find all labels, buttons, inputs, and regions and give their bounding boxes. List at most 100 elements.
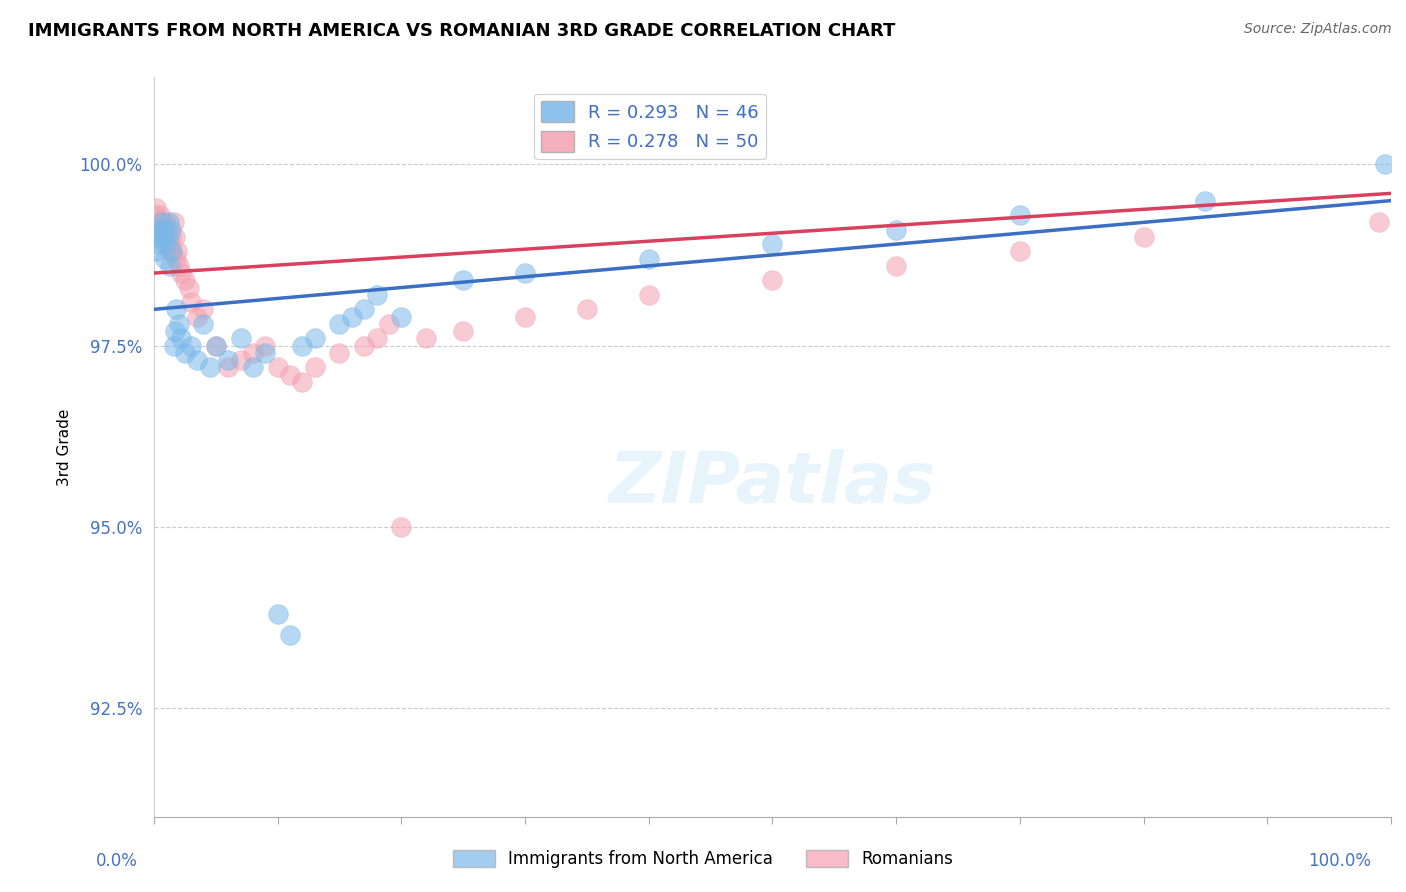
Point — [884, 259, 907, 273]
Point — [761, 273, 783, 287]
Point — [150, 215, 173, 229]
Point — [159, 244, 181, 259]
Point — [156, 230, 179, 244]
Point — [153, 222, 176, 236]
Point — [153, 215, 176, 229]
Point — [229, 353, 252, 368]
Point — [451, 273, 474, 287]
Point — [761, 237, 783, 252]
Point — [149, 237, 172, 252]
Point — [157, 215, 180, 229]
Text: 100.0%: 100.0% — [1308, 852, 1371, 870]
Legend: Immigrants from North America, Romanians: Immigrants from North America, Romanians — [446, 843, 960, 875]
Point — [254, 346, 277, 360]
Point — [229, 331, 252, 345]
Point — [166, 244, 188, 259]
Point — [152, 222, 174, 236]
Point — [254, 338, 277, 352]
Point — [304, 331, 326, 345]
Point — [278, 628, 301, 642]
Point — [149, 208, 172, 222]
Point — [152, 230, 174, 244]
Point — [1008, 208, 1031, 222]
Legend: R = 0.293   N = 46, R = 0.278   N = 50: R = 0.293 N = 46, R = 0.278 N = 50 — [534, 94, 766, 159]
Point — [637, 252, 659, 266]
Point — [353, 338, 375, 352]
Point — [328, 346, 350, 360]
Point — [378, 317, 401, 331]
Point — [180, 295, 202, 310]
Point — [153, 252, 176, 266]
Text: IMMIGRANTS FROM NORTH AMERICA VS ROMANIAN 3RD GRADE CORRELATION CHART: IMMIGRANTS FROM NORTH AMERICA VS ROMANIA… — [28, 22, 896, 40]
Point — [153, 230, 176, 244]
Point — [513, 310, 536, 324]
Point — [217, 353, 239, 368]
Y-axis label: 3rd Grade: 3rd Grade — [58, 409, 72, 485]
Point — [163, 230, 186, 244]
Point — [353, 302, 375, 317]
Point — [204, 338, 226, 352]
Point — [198, 360, 221, 375]
Point — [167, 317, 190, 331]
Point — [156, 230, 179, 244]
Point — [162, 244, 184, 259]
Point — [366, 288, 388, 302]
Point — [451, 324, 474, 338]
Point — [242, 346, 264, 360]
Point — [291, 375, 314, 389]
Point — [1008, 244, 1031, 259]
Point — [170, 266, 193, 280]
Point — [163, 324, 186, 338]
Point — [1194, 194, 1216, 208]
Point — [637, 288, 659, 302]
Point — [217, 360, 239, 375]
Point — [165, 302, 187, 317]
Point — [155, 222, 177, 236]
Point — [160, 230, 183, 244]
Point — [389, 310, 412, 324]
Point — [146, 215, 169, 229]
Point — [242, 360, 264, 375]
Point — [513, 266, 536, 280]
Point — [145, 244, 167, 259]
Point — [340, 310, 363, 324]
Point — [155, 237, 177, 252]
Point — [146, 222, 169, 236]
Point — [186, 353, 208, 368]
Point — [143, 208, 166, 222]
Point — [266, 360, 288, 375]
Point — [278, 368, 301, 382]
Point — [266, 607, 288, 621]
Point — [1132, 230, 1154, 244]
Point — [304, 360, 326, 375]
Point — [173, 346, 195, 360]
Point — [159, 259, 181, 273]
Point — [160, 222, 183, 236]
Point — [328, 317, 350, 331]
Point — [389, 519, 412, 533]
Point — [884, 222, 907, 236]
Point — [163, 215, 186, 229]
Point — [167, 259, 190, 273]
Point — [162, 244, 184, 259]
Point — [204, 338, 226, 352]
Point — [180, 338, 202, 352]
Point — [193, 302, 215, 317]
Point — [150, 215, 173, 229]
Text: ZIPatlas: ZIPatlas — [609, 450, 936, 518]
Point — [145, 201, 167, 215]
Point — [148, 222, 170, 236]
Point — [415, 331, 437, 345]
Point — [575, 302, 598, 317]
Point — [186, 310, 208, 324]
Point — [291, 338, 314, 352]
Point — [1374, 157, 1396, 171]
Point — [163, 338, 186, 352]
Point — [1368, 215, 1391, 229]
Point — [157, 237, 180, 252]
Point — [366, 331, 388, 345]
Point — [170, 331, 193, 345]
Point — [165, 252, 187, 266]
Text: Source: ZipAtlas.com: Source: ZipAtlas.com — [1244, 22, 1392, 37]
Point — [173, 273, 195, 287]
